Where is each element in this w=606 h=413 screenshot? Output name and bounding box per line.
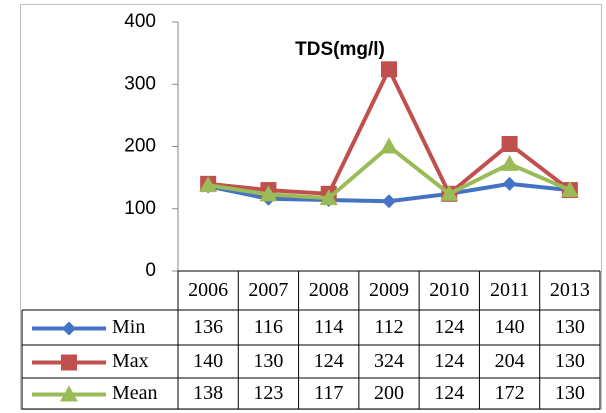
point [199, 176, 218, 193]
x-tick-label: 2008 [309, 279, 349, 301]
table-value: 117 [314, 382, 343, 404]
table-value: 112 [374, 316, 403, 338]
table-value: 123 [253, 382, 283, 404]
table-value: 172 [495, 382, 525, 404]
point [380, 137, 398, 154]
table-value: 200 [374, 382, 404, 404]
legend-label: Min [112, 316, 145, 338]
point [502, 176, 517, 191]
table-value: 124 [434, 350, 464, 372]
chart-title: TDS(mg/l) [295, 39, 385, 60]
table-value: 138 [193, 382, 223, 404]
table-value: 114 [314, 316, 343, 338]
table-value: 204 [495, 350, 525, 372]
table-value: 130 [253, 350, 283, 372]
point [560, 181, 579, 198]
legend-marker [60, 385, 78, 402]
table-value: 124 [434, 382, 464, 404]
y-tick-label: 300 [124, 73, 156, 94]
x-tick-label: 2009 [369, 279, 409, 301]
table-value: 124 [434, 316, 464, 338]
point [381, 61, 397, 78]
legend-label: Max [112, 350, 149, 372]
x-tick-label: 2006 [188, 279, 228, 301]
x-tick-label: 2007 [248, 279, 288, 301]
point [500, 154, 519, 171]
x-tick-label: 2010 [429, 279, 469, 301]
table-value: 116 [254, 316, 283, 338]
x-tick-label: 2011 [490, 279, 529, 301]
point [319, 189, 338, 206]
y-tick-label: 100 [124, 198, 156, 219]
y-tick-label: 200 [124, 136, 156, 157]
table-value: 130 [555, 316, 585, 338]
table-value: 140 [193, 350, 223, 372]
table-value: 130 [555, 350, 585, 372]
table-value: 124 [314, 350, 344, 372]
y-tick-label: 400 [124, 11, 156, 32]
table-value: 324 [374, 350, 404, 372]
legend-marker [62, 321, 76, 336]
x-tick-label: 2013 [550, 279, 590, 301]
table-value: 140 [495, 316, 525, 338]
y-tick-label: 0 [145, 260, 156, 281]
point [382, 194, 396, 209]
legend-marker [61, 354, 77, 371]
point [501, 136, 518, 153]
table-value: 136 [193, 316, 223, 338]
chart-border [20, 4, 602, 410]
table-value: 130 [555, 382, 585, 404]
point [440, 184, 459, 201]
legend-label: Mean [112, 382, 158, 404]
point [259, 185, 278, 202]
